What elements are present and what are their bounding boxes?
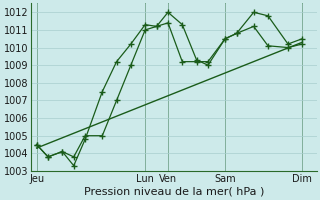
X-axis label: Pression niveau de la mer( hPa ): Pression niveau de la mer( hPa ) xyxy=(84,187,264,197)
